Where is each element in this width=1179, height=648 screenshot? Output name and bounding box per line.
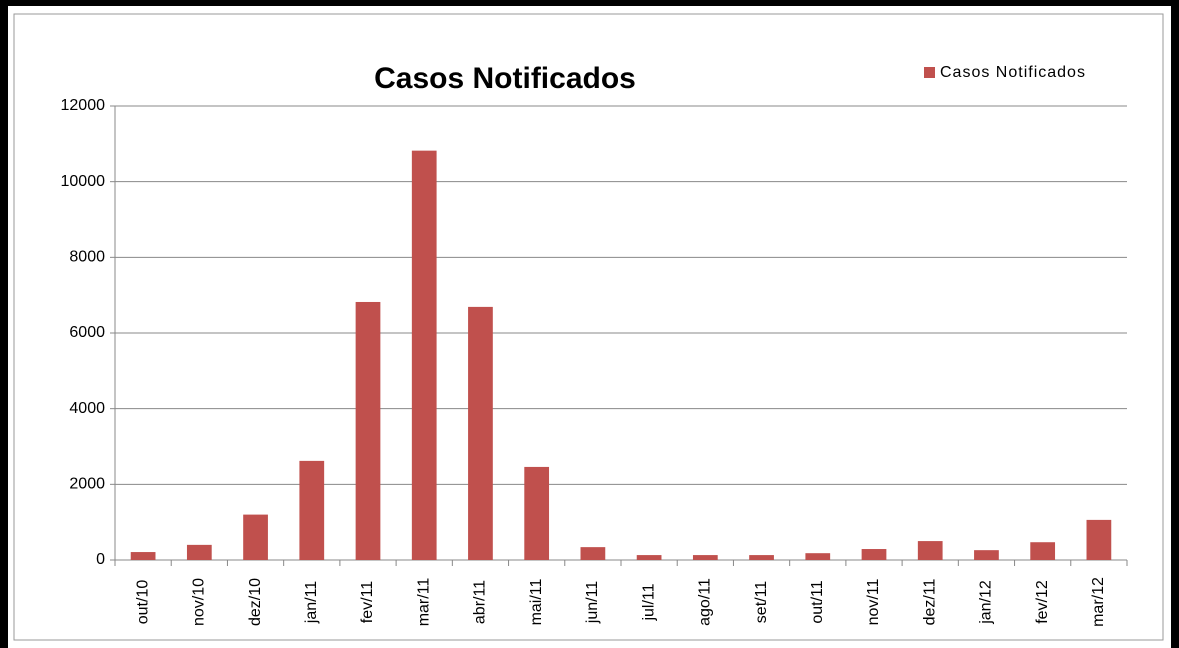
bar xyxy=(130,552,156,560)
bar xyxy=(805,553,831,560)
bar xyxy=(974,550,999,560)
bar xyxy=(580,547,606,560)
y-tick-label: 0 xyxy=(96,551,105,568)
bar xyxy=(411,150,437,561)
chart-frame xyxy=(13,13,1164,641)
x-tick-label: dez/11 xyxy=(921,578,938,625)
x-tick-label: mar/11 xyxy=(415,578,432,627)
bar xyxy=(186,544,212,560)
y-tick-label: 8000 xyxy=(69,249,105,266)
x-tick-label: mai/11 xyxy=(528,578,545,625)
y-tick-label: 6000 xyxy=(69,324,105,341)
x-tick-label: dez/10 xyxy=(247,578,264,626)
bar xyxy=(1086,519,1112,560)
bar xyxy=(692,555,718,560)
x-tick-label: fev/12 xyxy=(1034,580,1051,624)
bar xyxy=(524,466,550,560)
x-tick-label: nov/10 xyxy=(191,578,208,626)
bar xyxy=(243,514,268,560)
bar xyxy=(299,460,325,560)
chart-title: Casos Notificados xyxy=(374,62,636,95)
bar xyxy=(917,541,943,560)
x-tick-label: mar/12 xyxy=(1090,577,1107,627)
x-tick-label: out/11 xyxy=(809,580,826,623)
x-tick-label: jan/12 xyxy=(978,580,995,625)
bar xyxy=(468,306,493,560)
bar xyxy=(749,555,774,560)
y-tick-label: 10000 xyxy=(61,173,106,190)
bar xyxy=(861,549,887,560)
x-tick-label: abr/11 xyxy=(472,580,489,624)
x-tick-label: ago/11 xyxy=(697,578,714,626)
x-tick-label: jun/11 xyxy=(584,581,601,625)
y-tick-label: 12000 xyxy=(61,97,106,114)
x-tick-label: out/10 xyxy=(134,580,151,625)
legend-label: Casos Notificados xyxy=(940,64,1086,81)
x-tick-label: jul/11 xyxy=(640,583,657,621)
x-tick-label: set/11 xyxy=(753,581,770,624)
y-tick-label: 2000 xyxy=(69,476,105,493)
bar xyxy=(636,555,662,560)
x-tick-label: fev/11 xyxy=(359,581,376,624)
x-tick-label: nov/11 xyxy=(865,578,882,625)
legend-swatch xyxy=(924,67,935,78)
x-tick-label: jan/11 xyxy=(303,581,320,625)
bar xyxy=(1030,542,1056,560)
bar xyxy=(355,301,381,560)
y-tick-label: 4000 xyxy=(69,400,105,417)
